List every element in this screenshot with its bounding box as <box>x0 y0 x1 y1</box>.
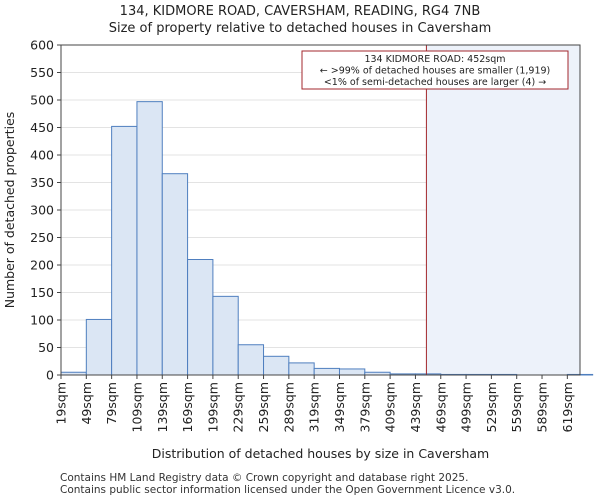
x-tick-label: 319sqm <box>307 382 322 432</box>
x-tick-label: 379sqm <box>357 382 372 432</box>
annotation-box <box>301 50 569 90</box>
histogram-bar <box>111 125 138 376</box>
histogram-bar <box>85 318 113 376</box>
x-tick-label: 259sqm <box>256 382 271 432</box>
histogram-bar <box>136 101 163 376</box>
y-tick-label: 600 <box>30 38 54 53</box>
y-tick-label: 500 <box>30 93 54 108</box>
annotation-line-3: <1% of semi-detached houses are larger (… <box>324 77 546 88</box>
histogram-bar <box>161 173 189 376</box>
histogram-bar <box>187 259 214 376</box>
x-tick-label: 139sqm <box>155 382 170 432</box>
annotation-line-2: ← >99% of detached houses are smaller (1… <box>320 66 551 77</box>
property-annotation: 134 KIDMORE ROAD: 452sqm ← >99% of detac… <box>301 50 569 90</box>
y-tick-label: 300 <box>30 203 54 218</box>
x-tick-label: 589sqm <box>535 382 550 432</box>
x-tick-label: 79sqm <box>104 382 119 425</box>
histogram-bar <box>338 368 366 376</box>
footer-licence: Contains public sector information licen… <box>60 484 516 496</box>
chart-title: 134, KIDMORE ROAD, CAVERSHAM, READING, R… <box>119 4 481 19</box>
y-tick-label: 50 <box>38 340 54 355</box>
x-tick-label: 439sqm <box>408 382 423 432</box>
x-tick-label: 619sqm <box>560 382 575 432</box>
histogram-bar <box>263 355 290 376</box>
x-tick-label: 499sqm <box>459 382 474 432</box>
y-tick-label: 150 <box>30 285 54 300</box>
footer-copyright: Contains HM Land Registry data © Crown c… <box>60 472 469 484</box>
x-tick-label: 19sqm <box>54 382 69 425</box>
y-axis-label: Number of detached properties <box>2 112 17 309</box>
larger-than-property-region <box>426 45 580 375</box>
histogram-chart: 0 50 100 150 200 250 300 350 400 450 500 550 600 19s… <box>2 38 594 461</box>
histogram-bar <box>313 367 340 376</box>
x-tick-label: 199sqm <box>205 382 220 432</box>
x-tick-label: 559sqm <box>509 382 524 432</box>
y-tick-label: 350 <box>30 175 54 190</box>
histogram-bar <box>212 295 239 376</box>
x-tick-label: 49sqm <box>79 382 94 425</box>
y-tick-label: 550 <box>30 65 54 80</box>
x-axis-label: Distribution of detached houses by size … <box>152 446 489 461</box>
x-tick-label: 109sqm <box>129 382 144 432</box>
x-tick-label: 529sqm <box>484 382 499 432</box>
y-tick-label: 250 <box>30 230 54 245</box>
chart-subtitle: Size of property relative to detached ho… <box>108 21 492 36</box>
x-tick-label: 169sqm <box>180 382 195 432</box>
x-tick-label: 409sqm <box>383 382 398 432</box>
x-tick-label: 469sqm <box>433 382 448 432</box>
y-tick-label: 0 <box>46 368 54 383</box>
y-tick-label: 450 <box>30 120 54 135</box>
y-tick-label: 200 <box>30 258 54 273</box>
histogram-bar <box>237 344 265 376</box>
x-tick-label: 229sqm <box>231 382 246 432</box>
annotation-line-1: 134 KIDMORE ROAD: 452sqm <box>364 54 505 65</box>
y-tick-label: 400 <box>30 148 54 163</box>
x-tick-label: 289sqm <box>281 382 296 432</box>
x-tick-label: 349sqm <box>332 382 347 432</box>
y-tick-label: 100 <box>30 313 54 328</box>
histogram-bar <box>288 362 315 376</box>
